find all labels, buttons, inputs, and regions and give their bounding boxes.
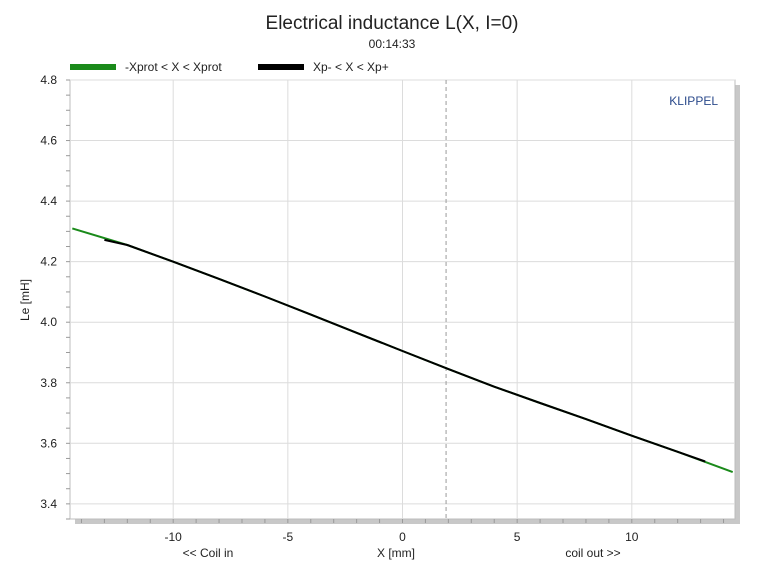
- x-tick-label: 10: [625, 530, 639, 544]
- y-tick-label: 3.6: [40, 436, 57, 450]
- legend-swatch-series-1: [70, 64, 116, 70]
- x-axis-label-right: coil out >>: [565, 546, 620, 560]
- chart-title: Electrical inductance L(X, I=0): [266, 13, 519, 34]
- legend: -Xprot < X < Xprot Xp- < X < Xp+: [70, 60, 389, 74]
- legend-label-series-1: -Xprot < X < Xprot: [125, 60, 222, 74]
- series-layer: [72, 227, 734, 474]
- y-tick-label: 4.2: [40, 255, 57, 269]
- y-tick-labels: 3.4 3.6 3.8 4.0 4.2 4.4 4.6 4.8: [40, 73, 57, 511]
- y-tick-label: 4.4: [40, 194, 57, 208]
- x-axis-label-left: << Coil in: [183, 546, 234, 560]
- y-tick-label: 4.0: [40, 315, 57, 329]
- grid: [70, 79, 735, 519]
- chart-subtitle: 00:14:33: [369, 37, 416, 51]
- x-tick-label: 0: [399, 530, 406, 544]
- x-tick-label: 5: [514, 530, 521, 544]
- legend-swatch-series-2: [258, 64, 304, 70]
- y-axis-label: Le [mH]: [18, 279, 32, 321]
- x-axis-label: X [mm]: [377, 546, 415, 560]
- x-tick-labels: -10 -5 0 5 10: [165, 530, 639, 544]
- y-tick-label: 4.8: [40, 73, 57, 87]
- brand-label: KLIPPEL: [669, 94, 718, 108]
- x-tick-label: -5: [283, 530, 294, 544]
- series-line-2: [104, 238, 706, 463]
- x-tick-label: -10: [165, 530, 183, 544]
- y-tick-label: 4.6: [40, 134, 57, 148]
- legend-label-series-2: Xp- < X < Xp+: [313, 60, 389, 74]
- minor-ticks: [66, 79, 725, 523]
- y-tick-label: 3.8: [40, 376, 57, 390]
- y-tick-label: 3.4: [40, 497, 57, 511]
